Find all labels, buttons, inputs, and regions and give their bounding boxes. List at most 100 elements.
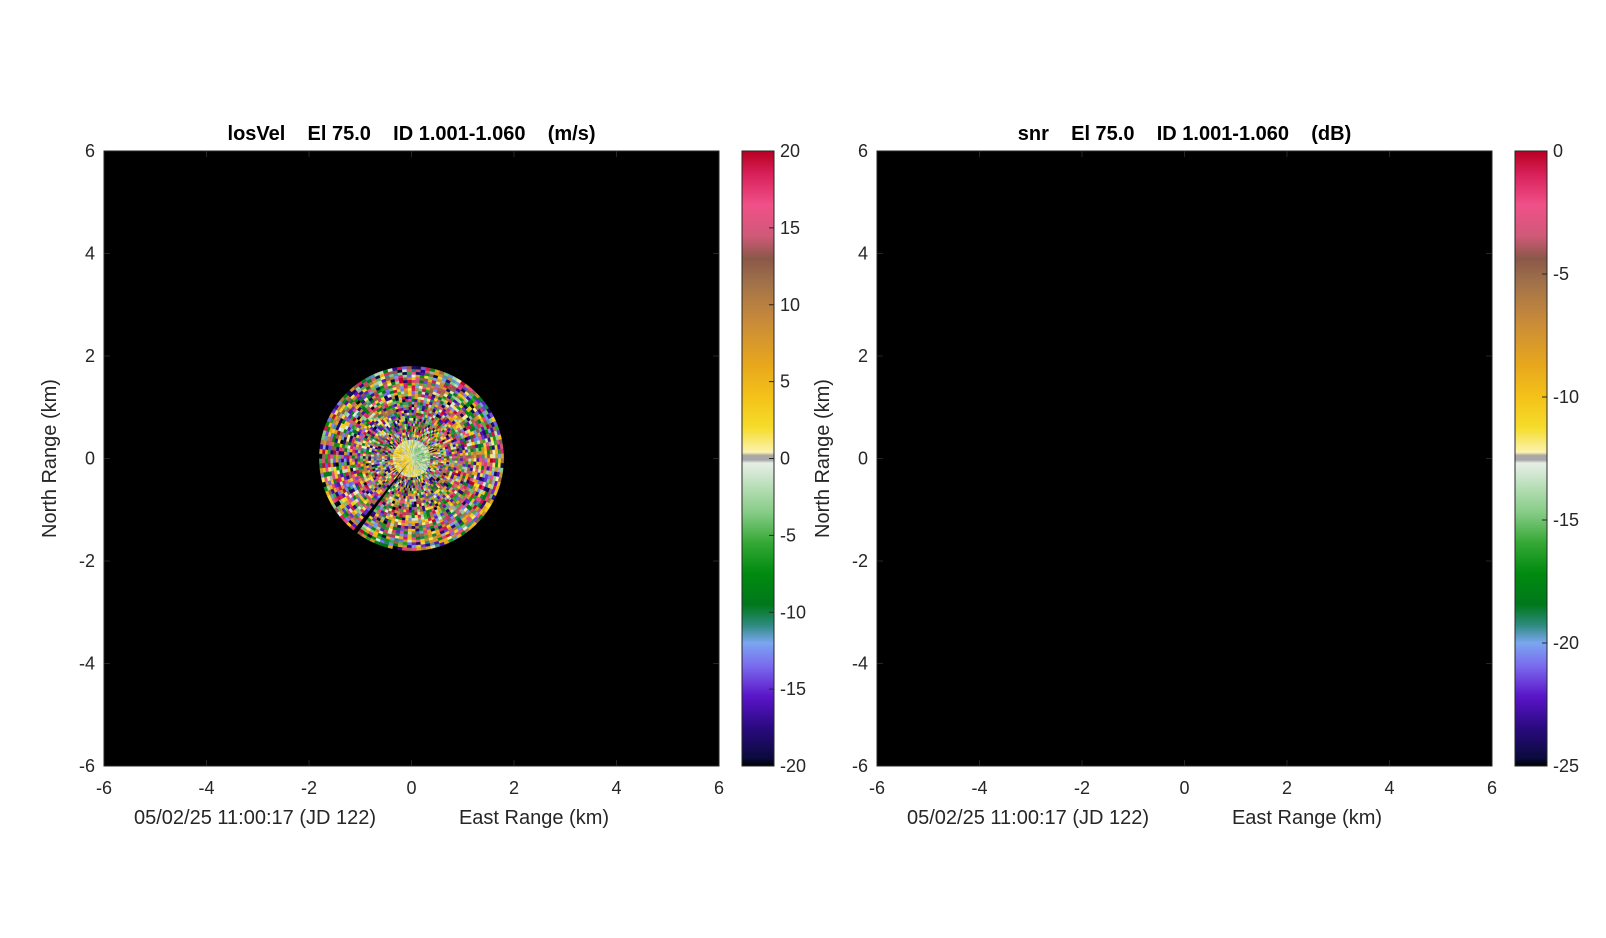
- range-gate-cell: [415, 377, 421, 381]
- range-gate-cell: [343, 458, 347, 463]
- range-gate-cell: [415, 541, 421, 546]
- range-gate-cell: [409, 423, 412, 427]
- x-tick-label: -6: [869, 778, 885, 798]
- range-gate-cell: [349, 461, 353, 466]
- range-gate-cell: [343, 451, 347, 456]
- range-gate-cell: [487, 458, 491, 463]
- y-tick-label: 2: [85, 346, 95, 366]
- range-gate-cell: [357, 455, 361, 459]
- range-gate-cell: [324, 453, 328, 459]
- colorbar-tick-label: -15: [780, 679, 806, 699]
- range-gate-cell: [381, 458, 385, 461]
- range-gate-cell: [414, 401, 418, 405]
- range-gate-cell: [407, 393, 412, 397]
- range-gate-cell: [370, 460, 374, 463]
- range-gate-cell: [408, 509, 412, 513]
- colorbar-tick-label: 0: [1553, 141, 1563, 161]
- range-gate-cell: [492, 449, 496, 455]
- range-gate-cell: [413, 493, 416, 497]
- range-gate-cell: [324, 449, 329, 455]
- y-axis: -6 -4 -2 0 2 4 6: [852, 141, 1492, 776]
- colorbar-gradient: [1515, 151, 1547, 766]
- range-gate-cell: [324, 462, 329, 468]
- range-gate-cell: [411, 547, 417, 551]
- range-gate-cell: [415, 371, 421, 376]
- range-gate-cell: [415, 368, 422, 373]
- x-tick-label: 6: [1487, 778, 1497, 798]
- range-gate-cell: [340, 454, 344, 459]
- x-tick-label: 2: [509, 778, 519, 798]
- range-gate-cell: [411, 498, 414, 503]
- range-gate-cell: [321, 458, 325, 464]
- range-gate-cell: [359, 460, 364, 465]
- chart-title: snr El 75.0 ID 1.001-1.060 (dB): [1018, 123, 1351, 145]
- range-gate-cell: [319, 443, 324, 450]
- range-gate-cell: [362, 455, 366, 459]
- range-gate-cell: [414, 515, 418, 519]
- range-gate-cell: [500, 453, 504, 459]
- range-gate-cell: [415, 533, 420, 538]
- range-gate-cell: [415, 382, 420, 386]
- range-gate-cell: [465, 452, 469, 456]
- range-gate-cell: [407, 376, 412, 381]
- range-gate-cell: [411, 404, 415, 408]
- range-gate-cell: [365, 455, 369, 459]
- range-gate-cell: [411, 520, 416, 524]
- y-axis: -6 -4 -2 0 2 4 6: [79, 141, 719, 776]
- range-gate-cell: [384, 458, 388, 461]
- colorbar-frame: [1514, 150, 1548, 767]
- range-gate-cell: [459, 452, 464, 457]
- range-gate-cell: [354, 461, 358, 465]
- range-gate-cell: [413, 498, 417, 503]
- range-gate-cell: [410, 447, 412, 451]
- range-gate-cell: [335, 454, 339, 459]
- range-gate-cell: [411, 496, 414, 500]
- range-gate-cell: [457, 455, 461, 459]
- range-gate-cell: [449, 458, 453, 461]
- range-gate-cell: [454, 458, 458, 462]
- range-gate-cell: [370, 458, 374, 461]
- range-gate-cell: [406, 371, 412, 375]
- range-gate-cell: [410, 444, 412, 448]
- range-gate-cell: [470, 458, 475, 462]
- range-gate-cell: [412, 488, 416, 492]
- range-gate-cell: [338, 458, 342, 463]
- range-gate-cell: [396, 546, 403, 551]
- range-gate-cell: [408, 404, 412, 408]
- range-gate-cell: [409, 496, 412, 500]
- range-gate-cell: [414, 512, 418, 516]
- range-gate-cell: [402, 371, 408, 376]
- range-gate-cell: [335, 458, 339, 463]
- y-axis-label: North Range (km): [812, 379, 834, 538]
- range-gate-cell: [360, 463, 364, 467]
- range-gate-cell: [476, 454, 480, 459]
- range-gate-cell: [478, 450, 483, 456]
- range-gate-cell: [411, 417, 414, 421]
- range-gate-cell: [411, 512, 415, 516]
- range-gate-cell: [499, 443, 504, 450]
- colorbar-tick-label: -10: [1553, 387, 1579, 407]
- range-gate-cell: [401, 544, 408, 549]
- range-gate-cell: [404, 520, 409, 524]
- range-gate-cell: [411, 371, 417, 375]
- range-gate-cell: [411, 523, 416, 527]
- range-gate-cell: [443, 454, 447, 457]
- range-gate-cell: [430, 457, 434, 459]
- velocity-field: [319, 366, 504, 551]
- range-gate-cell: [407, 531, 412, 535]
- range-gate-cell: [404, 412, 408, 416]
- y-tick-label: -2: [852, 551, 868, 571]
- range-gate-cell: [404, 393, 409, 397]
- range-gate-cell: [411, 368, 417, 372]
- range-gate-cell: [346, 454, 350, 459]
- y-tick-label: 0: [85, 449, 95, 469]
- range-gate-cell: [408, 401, 412, 405]
- range-gate-cell: [343, 454, 347, 459]
- range-gate-cell: [376, 458, 380, 461]
- range-gate-cell: [486, 462, 491, 467]
- range-gate-cell: [486, 450, 491, 455]
- range-gate-cell: [443, 456, 447, 459]
- x-axis: -6 -4 -2 0 2 4 6: [869, 151, 1497, 798]
- range-gate-cell: [489, 449, 493, 455]
- range-gate-cell: [435, 456, 439, 459]
